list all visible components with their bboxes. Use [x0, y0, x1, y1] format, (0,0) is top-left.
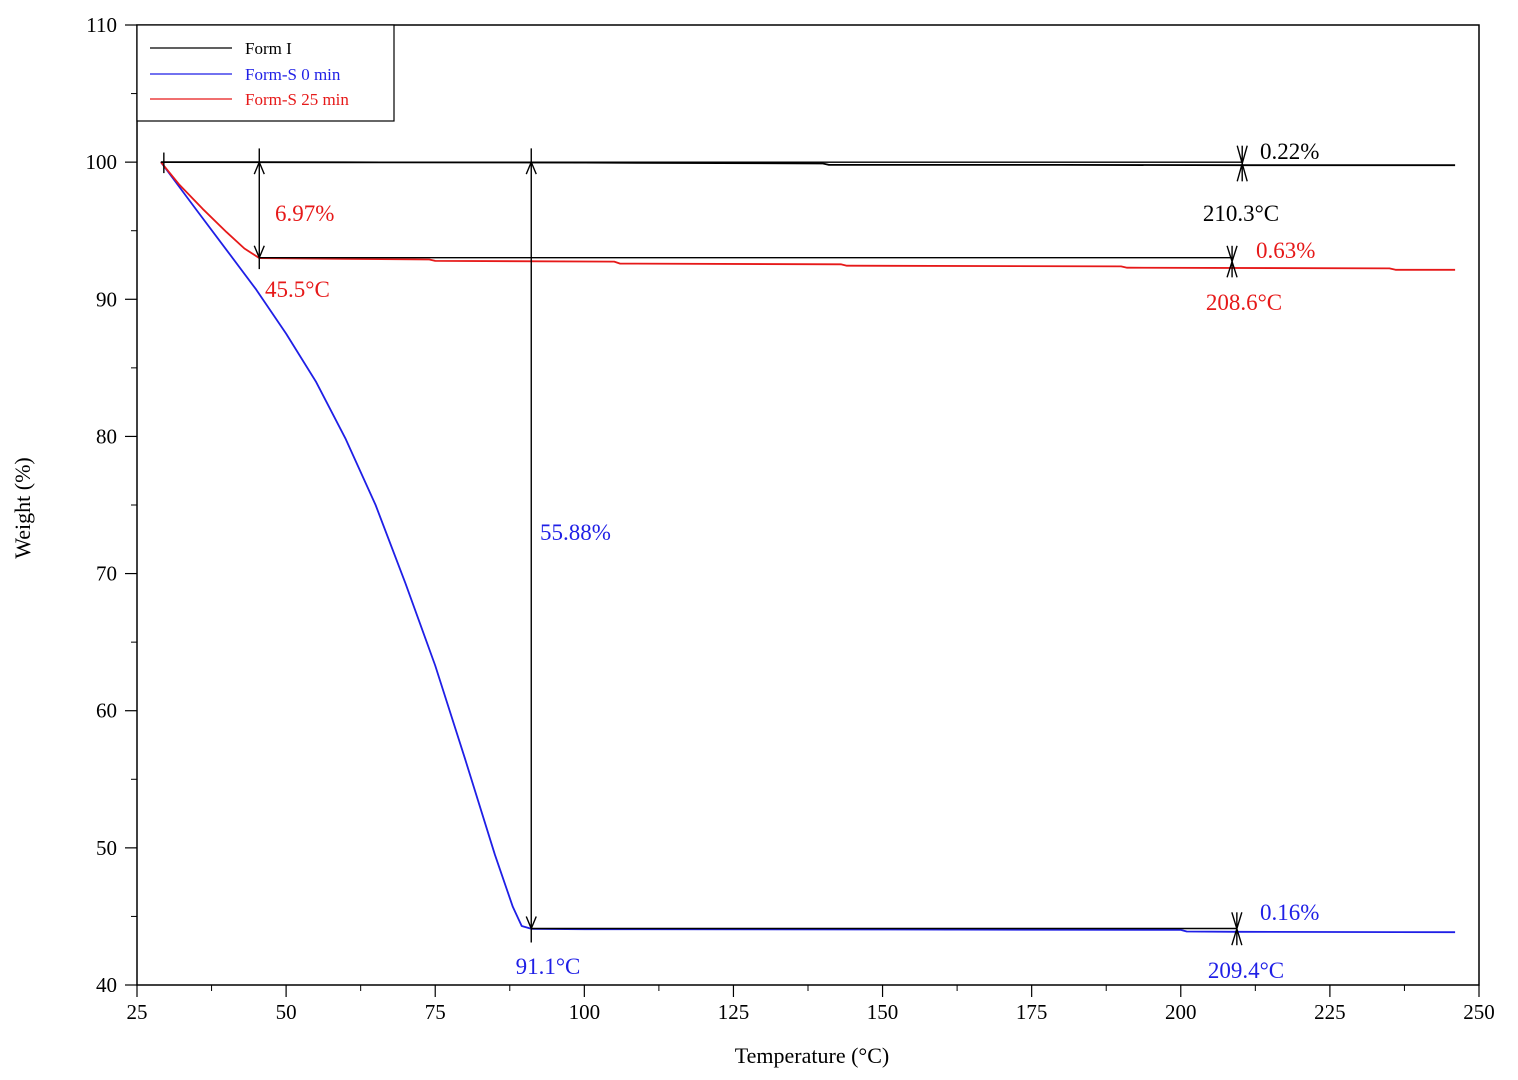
y-tick-label: 110: [86, 13, 117, 37]
x-tick-label: 250: [1463, 1000, 1495, 1024]
plot-frame: [136, 24, 1480, 986]
x-axis-title: Temperature (°C): [735, 1043, 889, 1068]
step-markers: [160, 145, 1248, 946]
legend: Form I Form-S 0 min Form-S 25 min: [136, 24, 395, 122]
y-tick-label: 50: [96, 836, 117, 860]
y-tick-label: 60: [96, 699, 117, 723]
x-tick-label: 175: [1016, 1000, 1048, 1024]
blue-step-arrow-top: [525, 160, 537, 175]
red-step-arrow-top: [253, 160, 265, 175]
red-step-arrow-bottom: [253, 245, 265, 260]
legend-label-form-s-25: Form-S 25 min: [245, 90, 349, 109]
x-tick-label: 100: [569, 1000, 601, 1024]
series-layer: [160, 161, 1456, 934]
series-form-s-0-min: [160, 161, 1456, 934]
series-form-s-25-min: [160, 161, 1456, 271]
annot-red-step-temp: 45.5°C: [265, 277, 330, 302]
x-tick-label: 125: [718, 1000, 750, 1024]
x-tick-label: 50: [276, 1000, 297, 1024]
annot-blue-end-temp: 209.4°C: [1208, 958, 1284, 983]
annot-form-i-loss: 0.22%: [1260, 139, 1319, 164]
x-tick-label: 200: [1165, 1000, 1197, 1024]
y-tick-label: 90: [96, 287, 117, 311]
y-tick-label: 100: [86, 150, 118, 174]
x-tick-label: 25: [127, 1000, 148, 1024]
y-axis-title: Weight (%): [10, 457, 35, 558]
legend-box: [136, 24, 395, 122]
annot-red-step-loss: 6.97%: [275, 201, 334, 226]
annotations: 0.22% 210.3°C 6.97% 45.5°C 0.63% 208.6°C 55.88…: [265, 139, 1319, 983]
x-tick-label: 75: [425, 1000, 446, 1024]
y-tick-label: 80: [96, 424, 117, 448]
y-tick-label: 70: [96, 562, 117, 586]
legend-label-form-i: Form I: [245, 39, 292, 58]
annot-blue-end-loss: 0.16%: [1260, 900, 1319, 925]
y-tick-label: 40: [96, 973, 117, 997]
annot-form-i-temp: 210.3°C: [1203, 201, 1279, 226]
annot-blue-step-loss: 55.88%: [540, 520, 611, 545]
axis-ticks: 25 50 75 100 125 150 175 200 225 250 40 50 60 70 80 90 1…: [86, 13, 1495, 1024]
legend-label-form-s-0: Form-S 0 min: [245, 65, 341, 84]
annot-red-end-loss: 0.63%: [1256, 238, 1315, 263]
x-tick-label: 150: [867, 1000, 899, 1024]
x-tick-label: 225: [1314, 1000, 1346, 1024]
annot-blue-step-temp: 91.1°C: [516, 954, 581, 979]
annot-red-end-temp: 208.6°C: [1206, 290, 1282, 315]
